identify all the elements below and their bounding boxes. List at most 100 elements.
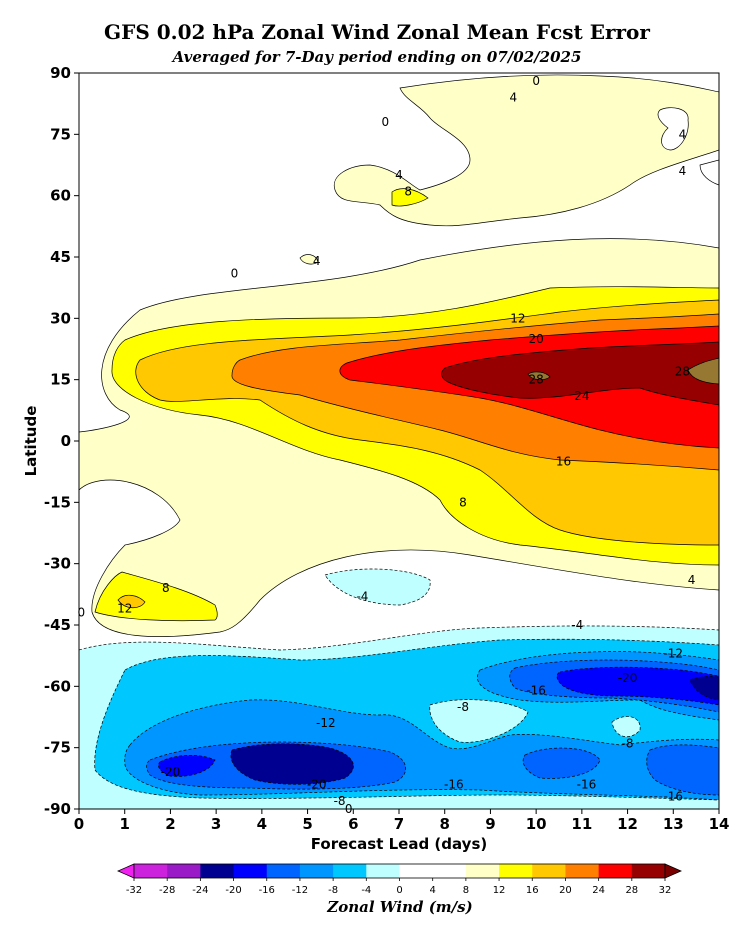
- colorbar-tick-label: 12: [493, 885, 506, 896]
- contour-label: 8: [162, 581, 170, 595]
- y-tick-label: 45: [50, 248, 71, 266]
- colorbar-swatch: [134, 864, 168, 878]
- colorbar-swatch: [432, 864, 467, 878]
- colorbar-swatch: [465, 864, 500, 878]
- colorbar-extend-low: [117, 863, 135, 879]
- contour-label: 4: [688, 573, 696, 587]
- x-tick-label: 4: [257, 815, 267, 833]
- contour-label: 0: [345, 802, 353, 816]
- colorbar-swatch: [631, 864, 666, 878]
- chart-title: GFS 0.02 hPa Zonal Wind Zonal Mean Fcst …: [104, 20, 650, 44]
- contour-label: -8: [622, 737, 634, 751]
- y-tick-label: 75: [50, 125, 71, 143]
- contour-label: 4: [679, 164, 687, 178]
- y-tick-label: 0: [61, 432, 71, 450]
- contour-label: 0: [532, 74, 540, 88]
- colorbar-tick-label: 32: [659, 885, 672, 896]
- colorbar-swatch: [200, 864, 235, 878]
- colorbar-tick-label: 24: [592, 885, 605, 896]
- x-tick-label: 13: [663, 815, 684, 833]
- colorbar-swatch: [598, 864, 633, 878]
- colorbar-tick-label: -20: [225, 885, 241, 896]
- colorbar-tick-label: -12: [292, 885, 308, 896]
- colorbar-tick-label: -16: [259, 885, 275, 896]
- contour-label: 4: [313, 254, 321, 268]
- x-tick-label: 5: [302, 815, 312, 833]
- colorbar-tick-label: -32: [126, 885, 142, 896]
- y-tick-label: 90: [50, 64, 71, 82]
- contour-label: -4: [571, 618, 583, 632]
- contour-label: -8: [457, 700, 469, 714]
- x-tick-label: 14: [709, 815, 730, 833]
- contour-label: -12: [316, 716, 336, 730]
- contour-label: -8: [334, 794, 346, 808]
- band-neg20-neg24: [158, 755, 216, 777]
- contour-label: 0: [231, 266, 239, 280]
- chart-subtitle: Averaged for 7-Day period ending on 07/0…: [172, 48, 582, 66]
- x-axis-label: Forecast Lead (days): [311, 835, 487, 853]
- y-axis: 90 75 60 45 30 15 0 -15 -30 -45 -60 -75 -90: [44, 64, 79, 818]
- x-tick-label: 7: [394, 815, 404, 833]
- colorbar-tick-label: 4: [430, 885, 436, 896]
- contour-fill: [79, 73, 719, 809]
- colorbar-swatch: [266, 864, 301, 878]
- contour-label: 12: [510, 311, 525, 325]
- contour-label: 8: [404, 185, 412, 199]
- colorbar-swatch: [167, 864, 201, 878]
- colorbar-swatch: [299, 864, 334, 878]
- colorbar-swatch: [499, 864, 533, 878]
- contour-label: 0: [381, 115, 389, 129]
- contour-label: 28: [529, 373, 544, 387]
- contour-label: 12: [117, 602, 132, 616]
- y-tick-label: -60: [44, 677, 71, 695]
- contour-label: -16: [577, 777, 597, 791]
- contour-label: -20: [307, 777, 327, 791]
- colorbar-extend-high: [664, 863, 682, 879]
- y-tick-label: -30: [44, 555, 71, 573]
- x-tick-label: 8: [439, 815, 449, 833]
- y-tick-label: -15: [44, 493, 71, 511]
- colorbar: -32 -28 -24 -20 -16 -12 -8 -4 0 4 8 12 16 20 24 28 32: [117, 863, 682, 896]
- x-tick-label: 12: [617, 815, 638, 833]
- x-tick-label: 9: [485, 815, 495, 833]
- colorbar-swatch: [233, 864, 268, 878]
- contour-label: 16: [556, 454, 571, 468]
- colorbar-tick-label: 16: [526, 885, 539, 896]
- colorbar-swatch: [366, 864, 400, 878]
- colorbar-tick-label: -24: [192, 885, 208, 896]
- contour-label: -4: [356, 589, 368, 603]
- x-axis: 0 1 2 3 4 5 6 7 8 9 10 11 12 13 14: [74, 809, 730, 833]
- x-tick-label: 11: [571, 815, 592, 833]
- colorbar-tick-label: -8: [328, 885, 338, 896]
- contour-labels: 04044484012202828241684-48120-4-12-16-20…: [77, 74, 695, 816]
- contour-label: 4: [395, 168, 403, 182]
- band-4-8-north: [333, 74, 719, 227]
- x-tick-label: 1: [119, 815, 129, 833]
- colorbar-label: Zonal Wind (m/s): [327, 898, 473, 916]
- x-tick-label: 6: [348, 815, 358, 833]
- x-tick-label: 0: [74, 815, 84, 833]
- colorbar-swatch: [565, 864, 600, 878]
- y-tick-label: -75: [44, 739, 71, 757]
- colorbar-tick-label: 28: [625, 885, 638, 896]
- band-24-28: [441, 341, 719, 406]
- y-axis-label: Latitude: [22, 406, 40, 477]
- colorbar-swatch: [532, 864, 566, 878]
- contour-label: -16: [526, 683, 546, 697]
- contour-label: 8: [459, 495, 467, 509]
- colorbar-tick-label: 0: [396, 885, 402, 896]
- contour-label: 4: [679, 127, 687, 141]
- colorbar-tick-label: -4: [361, 885, 371, 896]
- x-tick-label: 10: [526, 815, 547, 833]
- contour-label: -12: [663, 647, 683, 661]
- y-tick-label: 60: [50, 187, 71, 205]
- contour-label: -20: [161, 765, 181, 779]
- colorbar-swatch: [399, 864, 434, 878]
- band-28-32: [527, 371, 551, 381]
- contour-label: 28: [675, 364, 690, 378]
- y-tick-label: 15: [50, 371, 71, 389]
- colorbar-tick-label: 20: [559, 885, 572, 896]
- colorbar-swatch: [333, 864, 367, 878]
- colorbar-tick-label: 8: [463, 885, 469, 896]
